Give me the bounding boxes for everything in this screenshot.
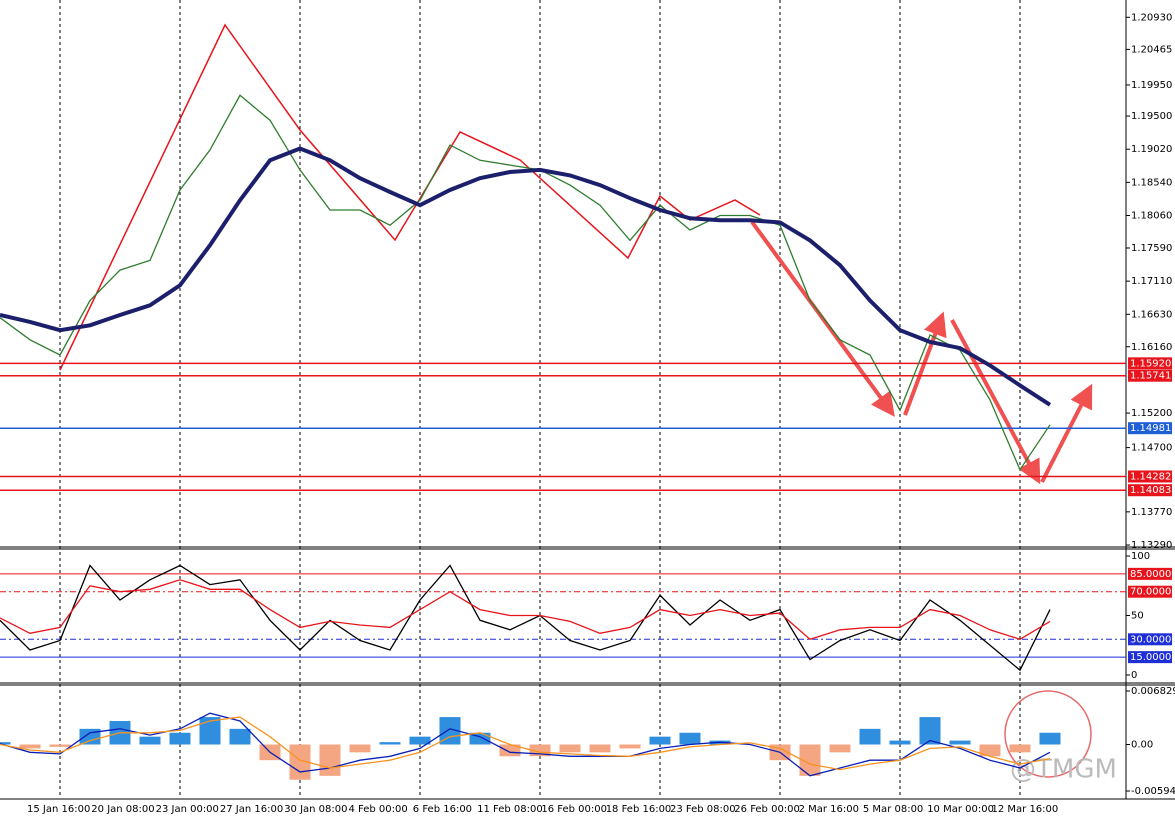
y-tick-label: 1.18060 <box>1131 211 1172 222</box>
histogram-bar <box>589 744 611 753</box>
x-tick-label: 4 Feb 00:00 <box>349 804 408 815</box>
y-tick-label: 1.15200 <box>1131 408 1172 419</box>
histogram-bar <box>0 742 11 745</box>
y-tick-label: 1.19020 <box>1131 144 1172 155</box>
series-line <box>0 716 1051 771</box>
histogram-bar <box>19 744 41 749</box>
level-label: 1.15920 <box>1130 358 1171 369</box>
x-tick-label: 5 Mar 08:00 <box>863 804 923 815</box>
y-tick-label: 0.0068298 <box>1131 686 1175 697</box>
histogram-bar <box>469 732 491 745</box>
y-tick-label: 0.00 <box>1131 740 1153 751</box>
x-tick-label: 16 Feb 00:00 <box>541 804 607 815</box>
x-tick-label: 27 Jan 16:00 <box>220 804 283 815</box>
level-label-bg <box>1128 422 1172 435</box>
series-line <box>0 712 1051 777</box>
level-label: 70.0000 <box>1130 587 1171 598</box>
y-tick-label: 100 <box>1131 551 1150 562</box>
level-label-bg <box>1128 651 1172 664</box>
highlight-circle <box>1004 690 1092 778</box>
y-tick-label: 50 <box>1131 611 1144 622</box>
zigzag <box>59 23 761 371</box>
level-label: 30.0000 <box>1130 634 1171 645</box>
histogram-bar <box>679 732 701 745</box>
histogram-bar <box>499 744 521 757</box>
histogram-bar <box>319 744 341 776</box>
histogram-bar <box>859 728 881 745</box>
y-tick-label: 1.13770 <box>1131 507 1172 518</box>
level-label: 15.0000 <box>1130 652 1171 663</box>
watermark: @TMGM <box>1010 755 1117 785</box>
histogram-bar <box>1039 732 1061 745</box>
series-line <box>0 564 1051 672</box>
x-tick-label: 10 Mar 00:00 <box>927 804 994 815</box>
histogram-bar <box>949 740 971 745</box>
series-line <box>0 579 1051 641</box>
histogram-bar <box>649 736 671 745</box>
histogram-bar <box>1009 744 1031 753</box>
histogram-bar <box>409 736 431 745</box>
histogram-bar <box>439 717 461 745</box>
y-tick-label: 1.18540 <box>1131 177 1172 188</box>
y-tick-label: 1.20930 <box>1131 12 1172 23</box>
y-tick-label: 1.17590 <box>1131 243 1172 254</box>
histogram-bar <box>979 744 1001 757</box>
x-tick-label: 23 Jan 00:00 <box>156 804 219 815</box>
level-label-bg <box>1128 357 1172 370</box>
x-tick-label: 26 Feb 00:00 <box>734 804 800 815</box>
x-tick-label: 30 Jan 08:00 <box>284 804 347 815</box>
y-tick-label: 1.16630 <box>1131 309 1172 320</box>
level-label: 85.0000 <box>1130 569 1171 580</box>
histogram-bar <box>559 744 581 753</box>
histogram-bar <box>169 732 191 745</box>
histogram-bar <box>529 744 551 757</box>
level-label-bg <box>1128 567 1172 580</box>
level-label-bg <box>1128 470 1172 483</box>
level-label: 1.14981 <box>1130 423 1171 434</box>
histogram-bar <box>229 728 251 745</box>
y-tick-label: -0.0059400 <box>1131 786 1175 797</box>
histogram-bar <box>199 717 221 745</box>
x-tick-label: 20 Jan 08:00 <box>91 804 154 815</box>
x-tick-label: 6 Feb 16:00 <box>413 804 472 815</box>
level-label-bg <box>1128 369 1172 382</box>
histogram-bar <box>889 740 911 745</box>
x-tick-label: 23 Feb 08:00 <box>670 804 736 815</box>
level-label-bg <box>1128 585 1172 598</box>
x-tick-label: 18 Feb 16:00 <box>606 804 672 815</box>
y-tick-label: 1.13290 <box>1131 540 1172 551</box>
y-tick-label: 1.19500 <box>1131 111 1172 122</box>
trend-arrows <box>750 220 1093 485</box>
histogram-bar <box>799 744 821 776</box>
y-tick-label: 1.20465 <box>1131 44 1172 55</box>
level-label-bg <box>1128 484 1172 497</box>
y-tick-label: 1.16160 <box>1131 342 1172 353</box>
x-tick-label: 15 Jan 16:00 <box>27 804 90 815</box>
histogram-bar <box>829 744 851 753</box>
x-tick-label: 11 Feb 08:00 <box>477 804 543 815</box>
histogram-bar <box>49 744 71 747</box>
histogram-bar <box>79 728 101 745</box>
histogram-bar <box>619 744 641 749</box>
level-label-bg <box>1128 633 1172 646</box>
level-label: 1.15741 <box>1130 371 1171 382</box>
y-tick-label: 1.17110 <box>1131 276 1172 287</box>
histogram-bar <box>379 742 401 745</box>
y-tick-label: 0 <box>1131 670 1137 681</box>
y-tick-label: 1.19950 <box>1131 80 1172 91</box>
histogram-bar <box>139 736 161 745</box>
series-line <box>0 146 1052 407</box>
x-tick-label: 12 Mar 16:00 <box>992 804 1059 815</box>
level-label: 1.14282 <box>1130 471 1171 482</box>
x-tick-label: 2 Mar 16:00 <box>799 804 859 815</box>
level-label: 1.14083 <box>1130 485 1171 496</box>
vertical-grid <box>59 0 1021 798</box>
series-line <box>0 94 1051 472</box>
histogram-bar <box>919 717 941 745</box>
histogram-bar <box>349 744 371 753</box>
y-tick-label: 1.14700 <box>1131 443 1172 454</box>
